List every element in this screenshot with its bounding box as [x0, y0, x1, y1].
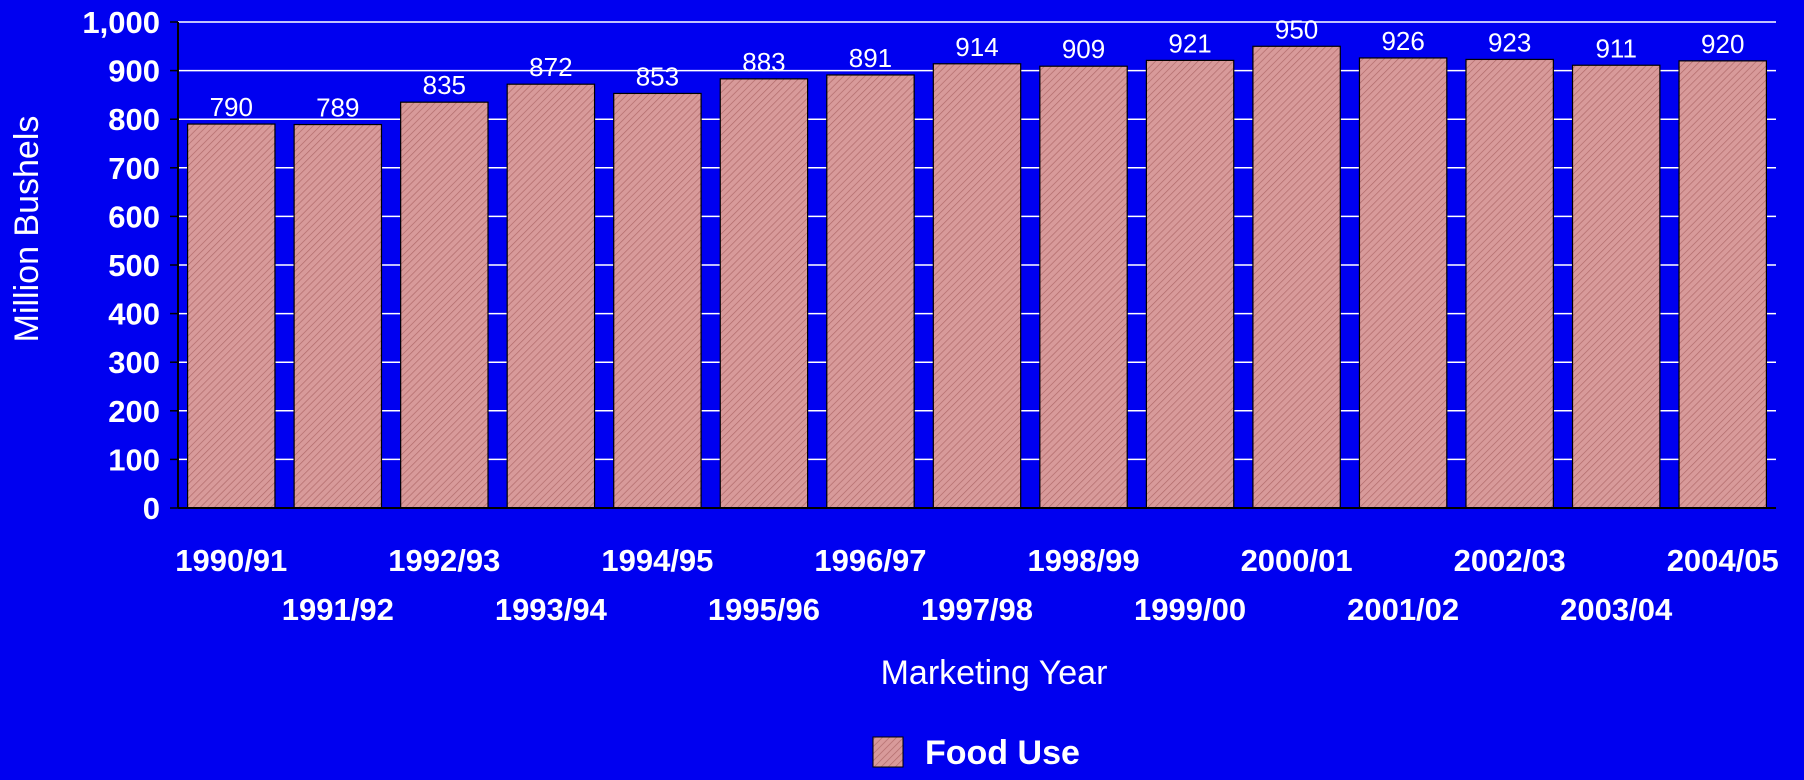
bar-2004-05	[1678, 60, 1768, 509]
y-tick-label: 1,000	[82, 5, 160, 40]
data-label: 872	[529, 52, 572, 82]
x-tick-label: 2001/02	[1347, 592, 1459, 627]
data-label: 853	[636, 61, 679, 91]
bar-2000-01	[1252, 45, 1341, 509]
x-tick-label: 1999/00	[1134, 592, 1246, 627]
data-label: 911	[1595, 33, 1636, 63]
bar-1999-00	[1145, 59, 1235, 509]
x-tick-label: 1992/93	[388, 543, 500, 578]
y-tick-label: 500	[108, 248, 160, 283]
bar-2003-04	[1571, 64, 1661, 509]
x-tick-label: 2003/04	[1560, 592, 1673, 627]
y-axis-title: Million Bushels	[8, 116, 46, 343]
data-label: 920	[1701, 29, 1744, 59]
x-tick-label: 1997/98	[921, 592, 1033, 627]
data-label: 950	[1275, 14, 1318, 44]
bar-1996-97	[826, 74, 915, 509]
bar-1990-91	[186, 123, 276, 509]
x-tick-label: 1993/94	[495, 592, 608, 627]
bar-1991-92	[293, 123, 383, 509]
axes	[170, 21, 1776, 509]
x-tick-label: 1996/97	[814, 543, 926, 578]
bar-2002-03	[1465, 58, 1554, 509]
x-tick-label: 1991/92	[282, 592, 394, 627]
data-label: 923	[1488, 27, 1531, 57]
x-tick-label: 1990/91	[175, 543, 287, 578]
data-label: 789	[316, 93, 359, 123]
y-tick-label: 400	[108, 297, 160, 332]
y-tick-labels: 0 100 200 300 400 500 600 700 800 900 1,000	[82, 5, 160, 526]
x-tick-label: 2004/05	[1667, 543, 1779, 578]
legend-swatch-food-use	[872, 736, 904, 768]
data-label: 921	[1168, 28, 1211, 58]
bars	[186, 45, 1768, 509]
data-label: 883	[742, 47, 785, 77]
x-tick-label: 1994/95	[601, 543, 713, 578]
bar-1998-99	[1039, 65, 1128, 509]
data-labels: 790 789 835 872 853 883 891 914 909 921 950 926 923 9…	[210, 14, 1745, 122]
y-tick-label: 900	[108, 54, 160, 89]
legend-label-food-use: Food Use	[925, 734, 1080, 772]
y-tick-label: 700	[108, 151, 160, 186]
data-label: 914	[955, 32, 998, 62]
bar-1997-98	[932, 63, 1022, 509]
x-tick-label: 2000/01	[1241, 543, 1353, 578]
legend: Food Use	[872, 734, 1080, 772]
bar-1995-96	[719, 78, 809, 509]
x-tick-label: 1995/96	[708, 592, 820, 627]
bar-1993-94	[506, 83, 596, 509]
y-tick-label: 300	[108, 345, 160, 380]
y-tick-label: 200	[108, 394, 160, 429]
bar-1994-95	[613, 92, 702, 509]
data-label: 790	[210, 92, 253, 122]
x-tick-labels: 1990/91 1991/92 1992/93 1993/94 1994/95 1995/…	[175, 543, 1779, 627]
data-label: 891	[849, 43, 892, 73]
y-tick-label: 600	[108, 199, 160, 234]
x-tick-label: 2002/03	[1454, 543, 1566, 578]
bar-1992-93	[400, 101, 489, 509]
data-label: 835	[423, 70, 466, 100]
bar-2001-02	[1358, 57, 1448, 509]
y-tick-label: 800	[108, 102, 160, 137]
x-axis-title: Marketing Year	[881, 654, 1108, 692]
y-tick-label: 0	[143, 491, 160, 526]
data-label: 909	[1062, 34, 1105, 64]
y-tick-label: 100	[108, 442, 160, 477]
x-tick-label: 1998/99	[1028, 543, 1140, 578]
data-label: 926	[1381, 26, 1424, 56]
